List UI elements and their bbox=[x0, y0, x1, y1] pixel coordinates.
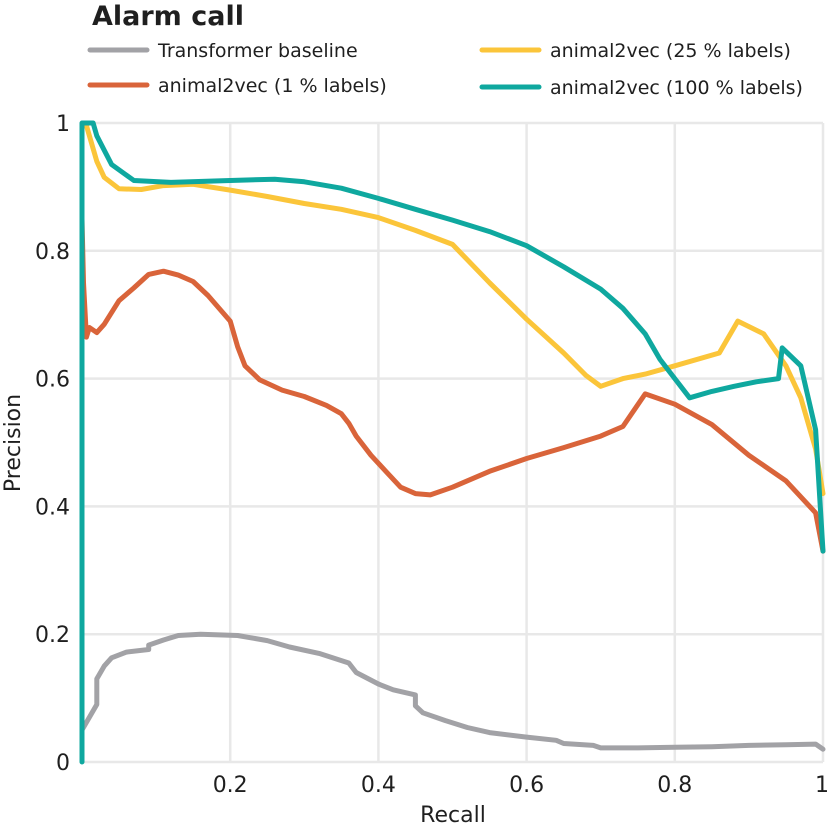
series-line-4: animal2vec (100 % labels) bbox=[79, 120, 826, 765]
y-tick-label: 0.4 bbox=[35, 495, 70, 520]
chart-title: Alarm call bbox=[92, 1, 244, 32]
series-lines: Transformer baseline animal2vec (1 % labe… bbox=[79, 120, 826, 765]
y-tick-label: 0.8 bbox=[35, 240, 70, 265]
y-tick-label: 0.6 bbox=[35, 368, 70, 393]
x-tick-label: 0.6 bbox=[509, 773, 544, 798]
series-line-2: animal2vec (1 % labels) bbox=[79, 216, 826, 554]
legend-item: Transformer baseline bbox=[87, 40, 358, 62]
legend-label: Transformer baseline bbox=[157, 40, 358, 62]
series-line-3: animal2vec (25 % labels) bbox=[83, 120, 826, 497]
x-tick-label: 0.8 bbox=[657, 773, 692, 798]
x-tick-label: 0.4 bbox=[361, 773, 396, 798]
x-tick-label: 0.2 bbox=[213, 773, 248, 798]
x-tick-label: 1 bbox=[815, 773, 829, 798]
legend-label: animal2vec (25 % labels) bbox=[550, 40, 791, 62]
legend-label: animal2vec (100 % labels) bbox=[550, 77, 803, 99]
y-tick-label: 0 bbox=[56, 751, 70, 776]
legend-item: animal2vec (100 % labels) bbox=[479, 77, 803, 99]
legend-item: animal2vec (1 % labels) bbox=[87, 75, 387, 97]
series-line-1: Transformer baseline bbox=[79, 631, 826, 752]
x-tick-labels: 0.2 0.4 0.6 0.8 1 bbox=[213, 773, 829, 798]
legend-label: animal2vec (1 % labels) bbox=[158, 75, 387, 97]
legend: Transformer baseline animal2vec (1 % labe… bbox=[87, 40, 803, 99]
y-axis-label: Precision bbox=[1, 394, 26, 492]
y-tick-label: 1 bbox=[56, 112, 70, 137]
x-axis-label: Recall bbox=[420, 803, 486, 826]
y-tick-label: 0.2 bbox=[35, 623, 70, 648]
y-tick-labels: 0 0.2 0.4 0.6 0.8 1 bbox=[35, 112, 70, 776]
legend-item: animal2vec (25 % labels) bbox=[479, 40, 791, 62]
